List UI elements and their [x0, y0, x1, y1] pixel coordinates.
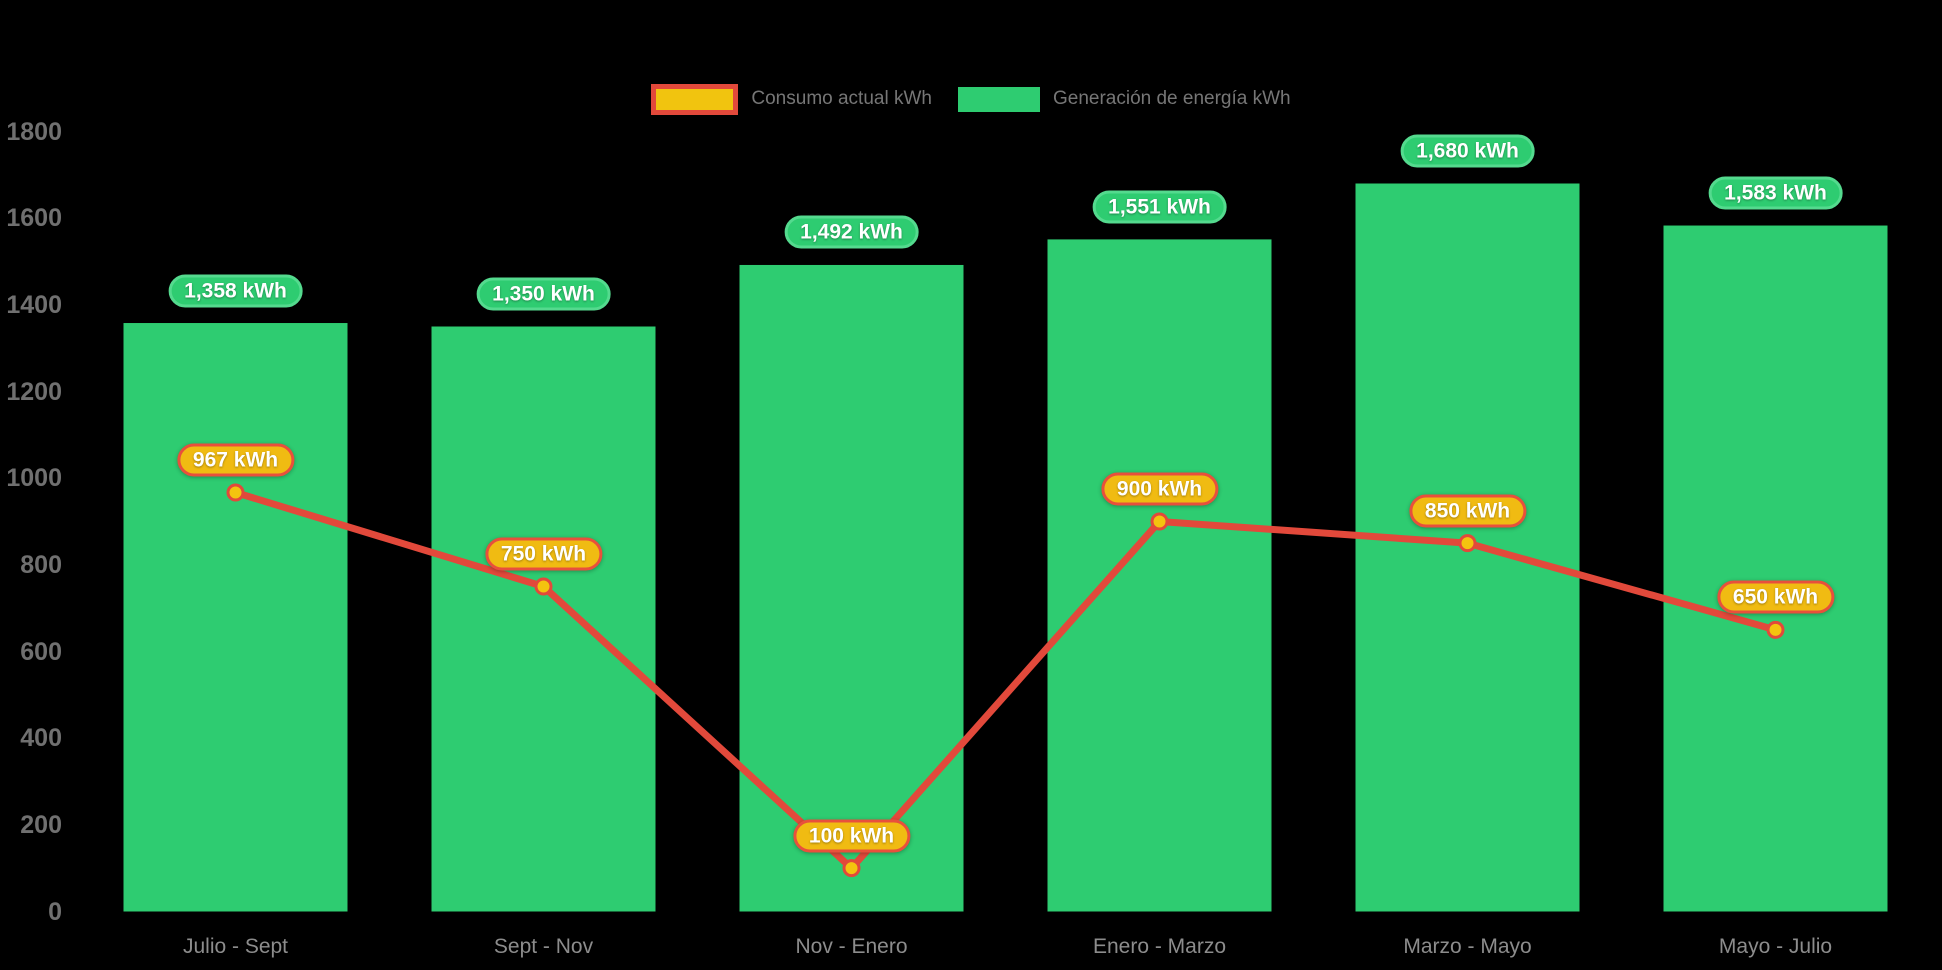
legend-item-generacion[interactable]: Generación de energía kWh: [957, 86, 1291, 112]
line-marker-0: [226, 483, 245, 502]
bar-3-generacion: [1047, 239, 1272, 912]
line-marker-3: [1150, 512, 1169, 531]
line-marker-4: [1458, 534, 1477, 553]
legend-item-consumo[interactable]: Consumo actual kWh: [651, 83, 932, 115]
line-marker-1: [534, 577, 553, 596]
bar-0-generacion: [123, 323, 348, 912]
bar-1-generacion: [431, 326, 656, 912]
legend-label-generacion: Generación de energía kWh: [1052, 88, 1291, 109]
legend-label-consumo: Consumo actual kWh: [751, 88, 932, 109]
line-marker-5: [1766, 620, 1785, 639]
line-marker-2: [842, 859, 861, 878]
bar-5-generacion: [1663, 225, 1888, 912]
bar-2-generacion: [739, 264, 964, 912]
legend: Consumo actual kWh Generación de energía…: [0, 83, 1942, 115]
line-consumo: [232, 488, 1779, 872]
legend-swatch-consumo: [651, 83, 739, 115]
legend-swatch-generacion: [957, 86, 1040, 112]
